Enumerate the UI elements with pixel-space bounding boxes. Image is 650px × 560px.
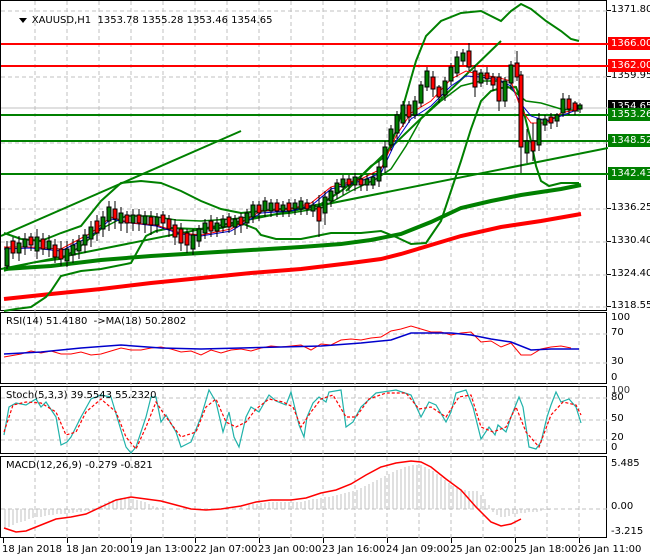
time-label: 19 Jan 13:00 bbox=[130, 544, 194, 555]
stoch-tick: 20 bbox=[611, 432, 624, 443]
time-label: 22 Jan 07:00 bbox=[194, 544, 258, 555]
stoch-label: Stoch(5,3,3) 39.5543 55.2320 bbox=[6, 390, 157, 401]
rsi-tick: 100 bbox=[611, 312, 631, 323]
symbol-header[interactable]: XAUUSD,H1 1353.78 1355.28 1353.46 1354.6… bbox=[6, 4, 272, 37]
time-axis[interactable]: 18 Jan 2018 18 Jan 20:00 19 Jan 13:00 22… bbox=[0, 538, 650, 560]
rsi-tick: 0 bbox=[611, 372, 618, 383]
time-label: 25 Jan 02:00 bbox=[450, 544, 514, 555]
price-tick: 1324.40 bbox=[611, 268, 650, 279]
price-chart-canvas bbox=[1, 1, 608, 312]
level-tag-1348: 1348.52 bbox=[608, 134, 650, 147]
macd-scale: 5.485 0.00 -3.215 bbox=[607, 456, 650, 538]
rsi-pane[interactable]: RSI(14) 51.4180 ->MA(18) 50.2802 bbox=[0, 312, 608, 385]
grid bbox=[1, 1, 608, 312]
ma-fast-red bbox=[4, 70, 580, 250]
time-label: 18 Jan 2018 bbox=[2, 544, 62, 555]
ma-100-line bbox=[3, 183, 582, 271]
macd-pane[interactable]: MACD(12,26,9) -0.279 -0.821 bbox=[0, 456, 608, 539]
price-scale[interactable]: 1371.80 1359.95 1336.25 1330.40 1324.40 … bbox=[607, 0, 650, 311]
stochastic-canvas bbox=[1, 387, 608, 455]
stochastic-pane[interactable]: Stoch(5,3,3) 39.5543 55.2320 bbox=[0, 386, 608, 455]
macd-tick: 0.00 bbox=[611, 501, 634, 512]
time-label: 26 Jan 11:00 bbox=[578, 544, 642, 555]
stoch-scale: 100 80 50 20 0 bbox=[607, 385, 650, 454]
symbol-ohlc-label: XAUUSD,H1 1353.78 1355.28 1353.46 1354.6… bbox=[31, 15, 273, 26]
macd-canvas bbox=[1, 457, 608, 539]
rsi-ma-line bbox=[3, 332, 579, 355]
level-tag-1353: 1353.26 bbox=[608, 108, 650, 121]
stoch-main-line bbox=[3, 388, 582, 454]
stoch-tick: 80 bbox=[611, 392, 624, 403]
time-label: 23 Jan 00:00 bbox=[258, 544, 322, 555]
rsi-canvas bbox=[1, 313, 608, 385]
rsi-tick: 30 bbox=[611, 356, 624, 367]
macd-label: MACD(12,26,9) -0.279 -0.821 bbox=[6, 460, 153, 471]
rsi-line bbox=[3, 325, 572, 358]
price-tick: 1336.25 bbox=[611, 202, 650, 213]
price-tick: 1371.80 bbox=[611, 4, 650, 15]
ma-200-line bbox=[3, 212, 582, 301]
time-label: 25 Jan 18:00 bbox=[514, 544, 578, 555]
time-label: 23 Jan 16:00 bbox=[322, 544, 386, 555]
rsi-tick: 70 bbox=[611, 327, 624, 338]
candlesticks bbox=[4, 43, 583, 269]
level-tag-1342: 1342.43 bbox=[608, 167, 650, 180]
price-tick: 1330.40 bbox=[611, 235, 650, 246]
rsi-label: RSI(14) 51.4180 ->MA(18) 50.2802 bbox=[6, 316, 187, 327]
macd-tick: -3.215 bbox=[611, 526, 644, 537]
rsi-scale: 100 70 30 0 bbox=[607, 312, 650, 384]
time-label: 18 Jan 20:00 bbox=[66, 544, 130, 555]
price-chart-pane[interactable]: XAUUSD,H1 1353.78 1355.28 1353.46 1354.6… bbox=[0, 0, 608, 312]
stoch-tick: 50 bbox=[611, 413, 624, 424]
price-tick: 1359.95 bbox=[611, 70, 650, 81]
macd-tick: 5.485 bbox=[611, 458, 640, 469]
stoch-tick: 0 bbox=[611, 442, 618, 453]
macd-signal-line bbox=[3, 460, 522, 533]
dropdown-arrow-icon[interactable] bbox=[18, 17, 27, 23]
stoch-tick: 100 bbox=[611, 385, 631, 396]
level-tag-1366: 1366.00 bbox=[608, 37, 650, 50]
time-label: 24 Jan 09:00 bbox=[386, 544, 450, 555]
level-tag-1362: 1362.00 bbox=[608, 59, 650, 72]
price-tick: 1318.55 bbox=[611, 300, 650, 311]
stoch-signal-line bbox=[3, 392, 582, 451]
